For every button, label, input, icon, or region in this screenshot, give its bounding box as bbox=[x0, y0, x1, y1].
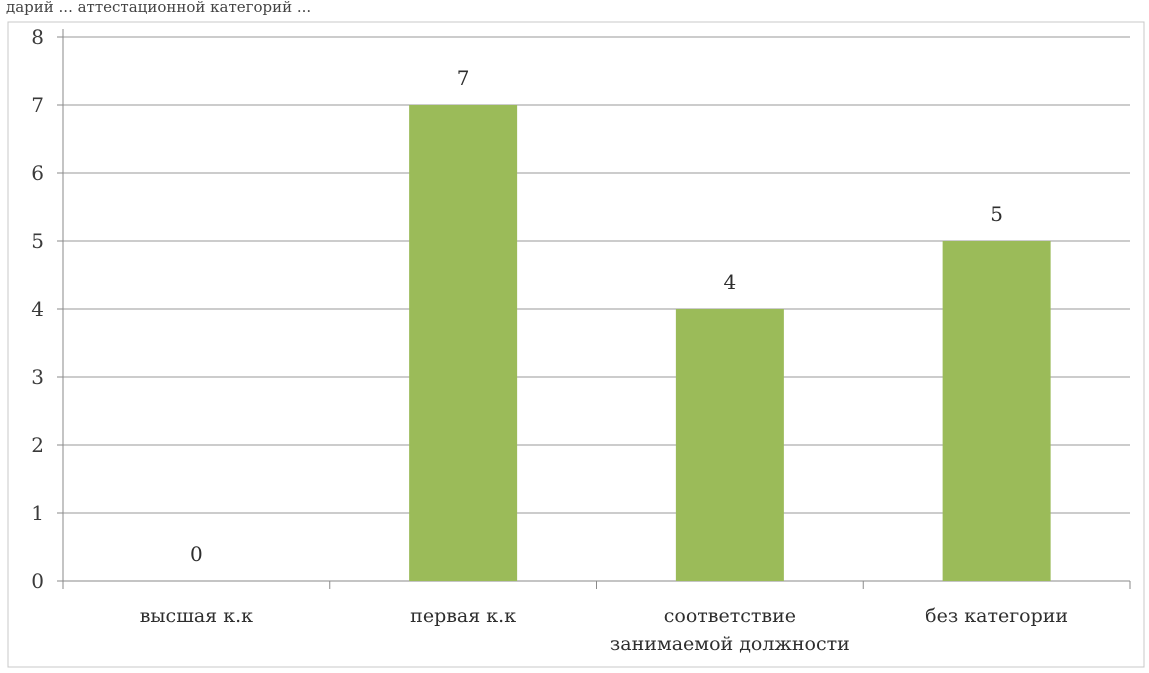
data-label-3: 5 bbox=[990, 202, 1003, 226]
bar-1 bbox=[409, 105, 517, 581]
y-tick-label-0: 0 bbox=[31, 569, 44, 593]
category-label-1: первая к.к bbox=[410, 605, 516, 627]
data-label-1: 7 bbox=[457, 66, 470, 90]
y-tick-label-3: 3 bbox=[31, 365, 44, 389]
y-tick-label-2: 2 bbox=[31, 433, 44, 457]
y-tick-label-7: 7 bbox=[31, 93, 44, 117]
y-tick-label-8: 8 bbox=[31, 25, 44, 49]
y-tick-label-5: 5 bbox=[31, 229, 44, 253]
category-label-2-line-1: занимаемой должности bbox=[610, 633, 850, 655]
data-label-2: 4 bbox=[724, 270, 737, 294]
labels: 0 1 2 3 4 5 6 7 8 0 высшая к.к 7 первая к.к 4 соответс… bbox=[31, 25, 1068, 655]
y-tick-label-6: 6 bbox=[31, 161, 44, 185]
data-label-0: 0 bbox=[190, 542, 203, 566]
bar-2 bbox=[676, 309, 784, 581]
header-fragment: дарий ... аттестационной категорий ... bbox=[6, 0, 311, 16]
bar-3 bbox=[943, 241, 1051, 581]
category-label-2-line-0: соответствие bbox=[664, 605, 796, 627]
category-label-3: без категории bbox=[925, 605, 1068, 627]
y-tick-label-4: 4 bbox=[31, 297, 44, 321]
category-label-0: высшая к.к bbox=[140, 605, 253, 627]
y-tick-label-1: 1 bbox=[31, 501, 44, 525]
bars bbox=[409, 105, 1051, 581]
